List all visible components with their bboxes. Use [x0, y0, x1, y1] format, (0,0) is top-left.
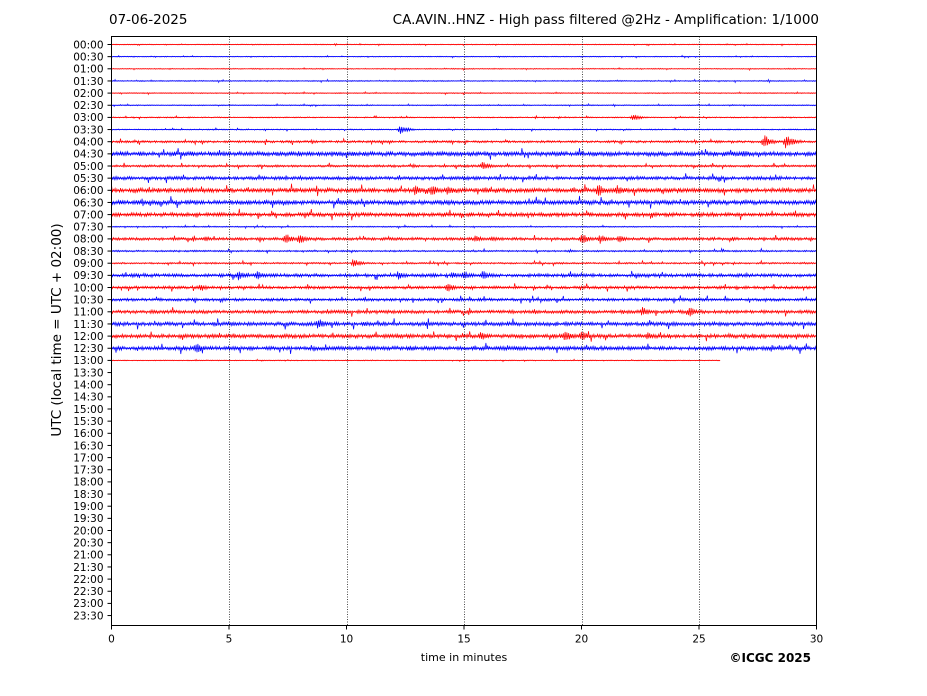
y-ticks: 00:0000:3001:0001:3002:0002:3003:0003:30…: [73, 39, 112, 622]
y-tick-label: 14:30: [73, 392, 103, 404]
y-tick-label: 20:00: [73, 525, 103, 537]
x-axis-label: time in minutes: [420, 651, 508, 664]
y-tick-label: 06:30: [73, 197, 103, 209]
y-tick-label: 08:30: [73, 246, 103, 258]
x-tick-label: 25: [692, 634, 705, 646]
y-tick-label: 23:00: [73, 598, 103, 610]
y-tick-label: 18:30: [73, 489, 103, 501]
trace-0430: [111, 148, 817, 160]
x-tick-label: 0: [108, 634, 115, 646]
y-tick-label: 12:30: [73, 343, 103, 355]
y-tick-label: 22:00: [73, 574, 103, 586]
y-tick-label: 18:00: [73, 477, 103, 489]
x-ticks: 0 5 10 15 20 25 30: [108, 625, 823, 646]
x-tick-label: 5: [226, 634, 233, 646]
y-tick-label: 19:30: [73, 513, 103, 525]
trace-0330: [111, 126, 817, 134]
y-tick-label: 07:30: [73, 222, 103, 234]
y-tick-label: 02:30: [73, 100, 103, 112]
y-tick-label: 21:00: [73, 550, 103, 562]
y-tick-label: 11:30: [73, 319, 103, 331]
y-tick-label: 20:30: [73, 537, 103, 549]
y-tick-label: 17:30: [73, 465, 103, 477]
y-tick-label: 21:30: [73, 562, 103, 574]
y-tick-label: 13:00: [73, 355, 103, 367]
date-label: 07-06-2025: [109, 12, 188, 28]
y-tick-label: 02:00: [73, 88, 103, 100]
y-tick-label: 00:30: [73, 51, 103, 63]
trace-1030: [111, 295, 817, 304]
y-tick-label: 05:30: [73, 173, 103, 185]
y-tick-label: 06:00: [73, 185, 103, 197]
y-tick-label: 07:00: [73, 209, 103, 221]
trace-1200: [111, 331, 817, 342]
y-tick-label: 10:30: [73, 294, 103, 306]
plot-frame: [111, 36, 817, 626]
y-tick-label: 01:00: [73, 64, 103, 76]
y-tick-label: 19:00: [73, 501, 103, 513]
y-tick-label: 00:00: [73, 39, 103, 51]
trace-1230: [111, 342, 817, 355]
y-tick-label: 15:30: [73, 416, 103, 428]
y-tick-label: 11:00: [73, 307, 103, 319]
y-tick-label: 03:00: [73, 112, 103, 124]
y-tick-label: 16:00: [73, 428, 103, 440]
trace-0600: [111, 183, 817, 197]
y-tick-label: 13:30: [73, 367, 103, 379]
x-tick-label: 30: [810, 634, 823, 646]
copyright-label: ©ICGC 2025: [729, 651, 811, 665]
y-tick-label: 14:00: [73, 380, 103, 392]
y-tick-label: 17:00: [73, 452, 103, 464]
traces-layer: [111, 42, 817, 363]
y-tick-label: 05:00: [73, 161, 103, 173]
y-tick-label: 16:30: [73, 440, 103, 452]
y-tick-label: 09:00: [73, 258, 103, 270]
y-tick-label: 12:00: [73, 331, 103, 343]
x-tick-label: 15: [457, 634, 470, 646]
y-tick-label: 01:30: [73, 76, 103, 88]
x-tick-label: 10: [340, 634, 353, 646]
y-tick-label: 10:00: [73, 282, 103, 294]
y-tick-label: 03:30: [73, 124, 103, 136]
y-tick-label: 22:30: [73, 586, 103, 598]
x-tick-label: 20: [575, 634, 588, 646]
grid-layer: [229, 36, 700, 626]
y-tick-label: 04:00: [73, 137, 103, 149]
y-tick-label: 23:30: [73, 610, 103, 622]
y-tick-label: 08:00: [73, 234, 103, 246]
trace-0630: [111, 195, 817, 209]
trace-0500: [111, 162, 817, 170]
y-tick-label: 09:30: [73, 270, 103, 282]
y-tick-label: 15:00: [73, 404, 103, 416]
trace-0530: [111, 173, 817, 184]
chart-title: CA.AVIN..HNZ - High pass filtered @2Hz -…: [392, 12, 819, 28]
y-tick-label: 04:30: [73, 149, 103, 161]
